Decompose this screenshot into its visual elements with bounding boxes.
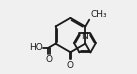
Text: O: O xyxy=(45,55,52,64)
Text: HO: HO xyxy=(29,43,43,52)
Text: O: O xyxy=(67,61,74,70)
Text: N: N xyxy=(81,32,88,40)
Text: CH₃: CH₃ xyxy=(90,10,107,18)
